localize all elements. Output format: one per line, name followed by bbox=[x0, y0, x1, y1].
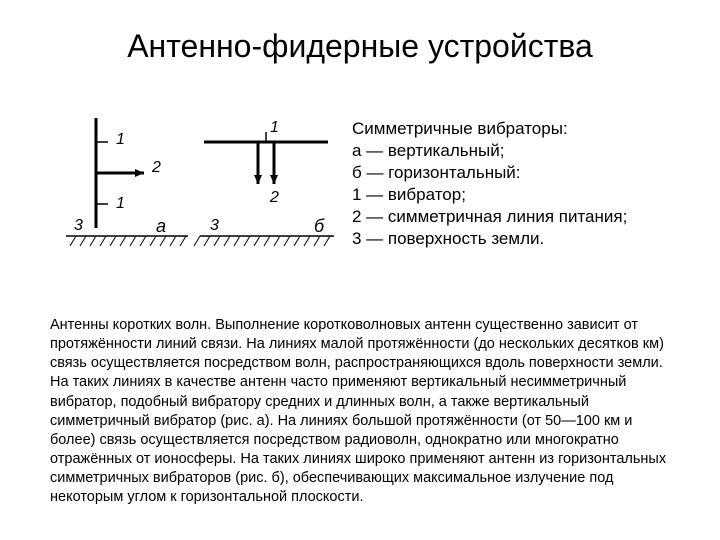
svg-text:1: 1 bbox=[116, 131, 125, 148]
legend-line: а — вертикальный; bbox=[352, 140, 692, 162]
svg-text:а: а bbox=[156, 216, 166, 236]
figure-legend: Симметричные вибраторы: а — вертикальный… bbox=[352, 118, 692, 251]
svg-text:2: 2 bbox=[269, 189, 279, 206]
svg-text:3: 3 bbox=[74, 217, 83, 234]
svg-text:1: 1 bbox=[270, 119, 279, 136]
svg-text:3: 3 bbox=[210, 217, 219, 234]
svg-text:б: б bbox=[314, 216, 325, 236]
legend-line: б — горизонтальный: bbox=[352, 162, 692, 184]
legend-line: 1 — вибратор; bbox=[352, 184, 692, 206]
legend-line: Симметричные вибраторы: bbox=[352, 118, 692, 140]
legend-line: 2 — симметричная линия питания; bbox=[352, 206, 692, 228]
body-paragraph: Антенны коротких волн. Выполнение коротк… bbox=[50, 316, 680, 507]
dipole-figure: 1 1 2 3 а 1 2 3 б bbox=[66, 108, 336, 268]
page-title: Антенно-фидерные устройства bbox=[0, 28, 720, 65]
legend-line: 3 — поверхность земли. bbox=[352, 228, 692, 250]
svg-text:2: 2 bbox=[151, 159, 161, 176]
svg-text:1: 1 bbox=[116, 195, 125, 212]
